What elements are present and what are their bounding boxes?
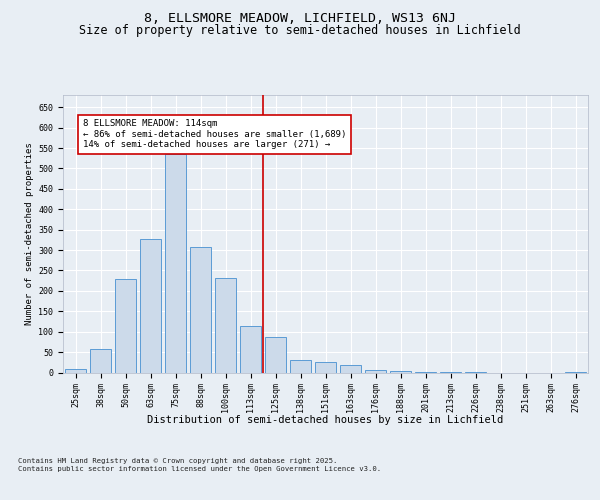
X-axis label: Distribution of semi-detached houses by size in Lichfield: Distribution of semi-detached houses by …	[148, 415, 503, 425]
Y-axis label: Number of semi-detached properties: Number of semi-detached properties	[25, 142, 34, 325]
Text: 8 ELLSMORE MEADOW: 114sqm
← 86% of semi-detached houses are smaller (1,689)
14% : 8 ELLSMORE MEADOW: 114sqm ← 86% of semi-…	[83, 120, 346, 150]
Bar	[365, 370, 386, 372]
Bar	[140, 239, 161, 372]
Bar	[90, 349, 111, 372]
Bar	[215, 278, 236, 372]
Text: Contains public sector information licensed under the Open Government Licence v3: Contains public sector information licen…	[18, 466, 381, 472]
Bar	[290, 360, 311, 372]
Bar	[265, 338, 286, 372]
Bar	[240, 326, 261, 372]
Bar	[340, 365, 361, 372]
Text: Size of property relative to semi-detached houses in Lichfield: Size of property relative to semi-detach…	[79, 24, 521, 37]
Bar	[190, 247, 211, 372]
Text: Contains HM Land Registry data © Crown copyright and database right 2025.: Contains HM Land Registry data © Crown c…	[18, 458, 337, 464]
Text: 8, ELLSMORE MEADOW, LICHFIELD, WS13 6NJ: 8, ELLSMORE MEADOW, LICHFIELD, WS13 6NJ	[144, 12, 456, 26]
Bar	[65, 369, 86, 372]
Bar	[115, 280, 136, 372]
Bar	[165, 154, 186, 372]
Bar	[315, 362, 336, 372]
Bar	[390, 371, 411, 372]
